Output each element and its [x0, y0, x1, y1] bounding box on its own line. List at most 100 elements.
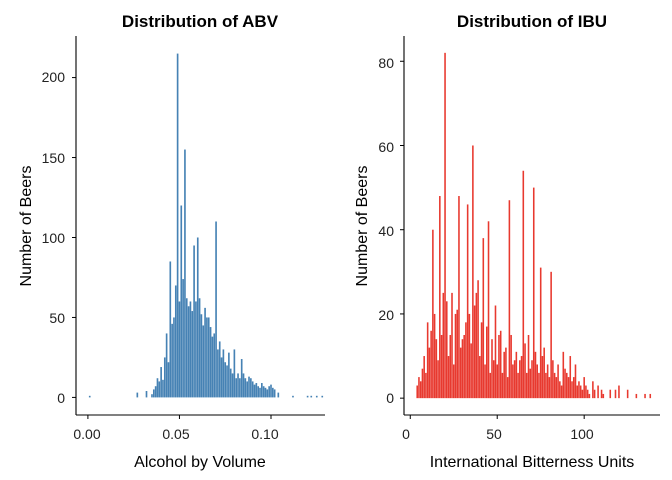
ibu-bar	[517, 372, 519, 399]
ibu-y-tick-label: 40	[378, 223, 394, 239]
ibu-bar	[579, 385, 582, 399]
ibu-bar	[557, 364, 559, 399]
abv-bar	[237, 373, 239, 398]
ibu-bar	[635, 393, 638, 399]
ibu-bar	[569, 356, 572, 399]
ibu-bar	[567, 377, 570, 399]
abv-y-tick-label: 150	[42, 150, 66, 166]
abv-bar	[195, 301, 197, 398]
ibu-bar	[435, 339, 438, 399]
abv-bar	[248, 376, 250, 398]
ibu-bar	[442, 292, 445, 399]
abv-bar	[200, 314, 203, 398]
ibu-bar	[583, 377, 585, 399]
ibu-bar	[519, 360, 521, 399]
abv-axes	[72, 36, 325, 419]
abv-bar	[277, 392, 280, 398]
abv-bar	[250, 378, 252, 398]
ibu-bar	[548, 377, 551, 399]
abv-bar	[154, 386, 157, 398]
abv-x-tick-label: 0.05	[162, 426, 189, 442]
ibu-bar	[484, 364, 486, 399]
abv-bar	[162, 379, 164, 398]
ibu-bar	[489, 372, 492, 399]
abv-bar	[198, 298, 201, 398]
ibu-bar	[494, 305, 497, 399]
ibu-bar	[626, 389, 629, 399]
ibu-bar	[560, 385, 563, 399]
abv-bar	[233, 349, 236, 398]
abv-bar	[264, 387, 267, 398]
abv-bar	[182, 279, 184, 398]
abv-bar	[259, 387, 261, 398]
abv-bar	[306, 395, 309, 398]
abv-bar	[207, 317, 210, 398]
ibu-bar	[522, 170, 525, 399]
ibu-bar	[555, 377, 558, 399]
abv-bar	[321, 395, 324, 398]
ibu-bar	[526, 372, 528, 399]
abv-bar	[273, 389, 276, 398]
ibu-y-tick-label: 60	[378, 139, 394, 155]
ibu-bar	[529, 368, 532, 399]
ibu-bar	[564, 368, 566, 399]
abv-bar	[224, 362, 227, 398]
abv-bar	[204, 307, 206, 398]
ibu-y-axis-title: Number of Beers	[354, 166, 371, 287]
ibu-bar	[458, 196, 460, 399]
abv-bar	[255, 383, 258, 398]
ibu-bar	[512, 364, 514, 399]
ibu-bar	[515, 351, 518, 399]
ibu-bar	[444, 52, 446, 399]
ibu-bar	[538, 372, 540, 399]
ibu-bar	[505, 347, 507, 399]
abv-bar	[217, 349, 219, 398]
abv-bar	[218, 341, 221, 398]
abv-bar	[229, 368, 232, 398]
abv-bar	[174, 285, 177, 398]
ibu-bar	[428, 347, 431, 399]
ibu-bar	[421, 368, 424, 399]
abv-bar	[268, 386, 270, 398]
abv-bar	[184, 149, 186, 398]
abv-y-tick-labels: 0 50 100 150 200	[42, 69, 66, 406]
abv-bar	[193, 245, 195, 398]
abv-bar	[272, 387, 274, 398]
abv-bar	[220, 357, 223, 398]
ibu-bar	[546, 364, 549, 399]
ibu-bar	[508, 200, 511, 399]
abv-bar	[257, 386, 259, 398]
ibu-bar	[425, 372, 427, 399]
abv-bar	[231, 373, 234, 398]
abv-bar	[226, 365, 228, 398]
abv-x-axis-title: Alcohol by Volume	[134, 454, 266, 471]
ibu-bar	[532, 187, 535, 399]
ibu-bar	[416, 385, 418, 399]
abv-bar	[262, 386, 265, 398]
ibu-bar	[498, 334, 500, 399]
ibu-x-tick-label: 0	[402, 426, 410, 442]
ibu-panel: Distribution of IBU International Bitter…	[354, 12, 660, 471]
ibu-bar	[482, 238, 485, 399]
ibu-bar	[520, 356, 523, 399]
ibu-bar	[581, 389, 584, 399]
abv-x-tick-labels: 0.00 0.05 0.10	[73, 426, 278, 442]
abv-bar	[158, 381, 161, 398]
ibu-bar	[446, 301, 448, 399]
ibu-bar	[466, 204, 469, 399]
abv-bar	[167, 362, 170, 398]
abv-bar	[215, 221, 217, 398]
ibu-y-tick-label: 80	[378, 55, 394, 71]
abv-bar	[235, 378, 238, 398]
ibu-bar	[454, 313, 457, 399]
ibu-bar	[465, 322, 467, 399]
abv-bar	[171, 323, 173, 398]
abv-bar	[213, 333, 216, 398]
ibu-bar	[479, 356, 481, 399]
ibu-bar	[503, 351, 505, 399]
ibu-bar	[562, 351, 565, 399]
ibu-bar	[491, 339, 493, 399]
ibu-bar	[531, 360, 533, 399]
abv-bar	[253, 384, 256, 398]
ibu-bar	[618, 385, 620, 399]
